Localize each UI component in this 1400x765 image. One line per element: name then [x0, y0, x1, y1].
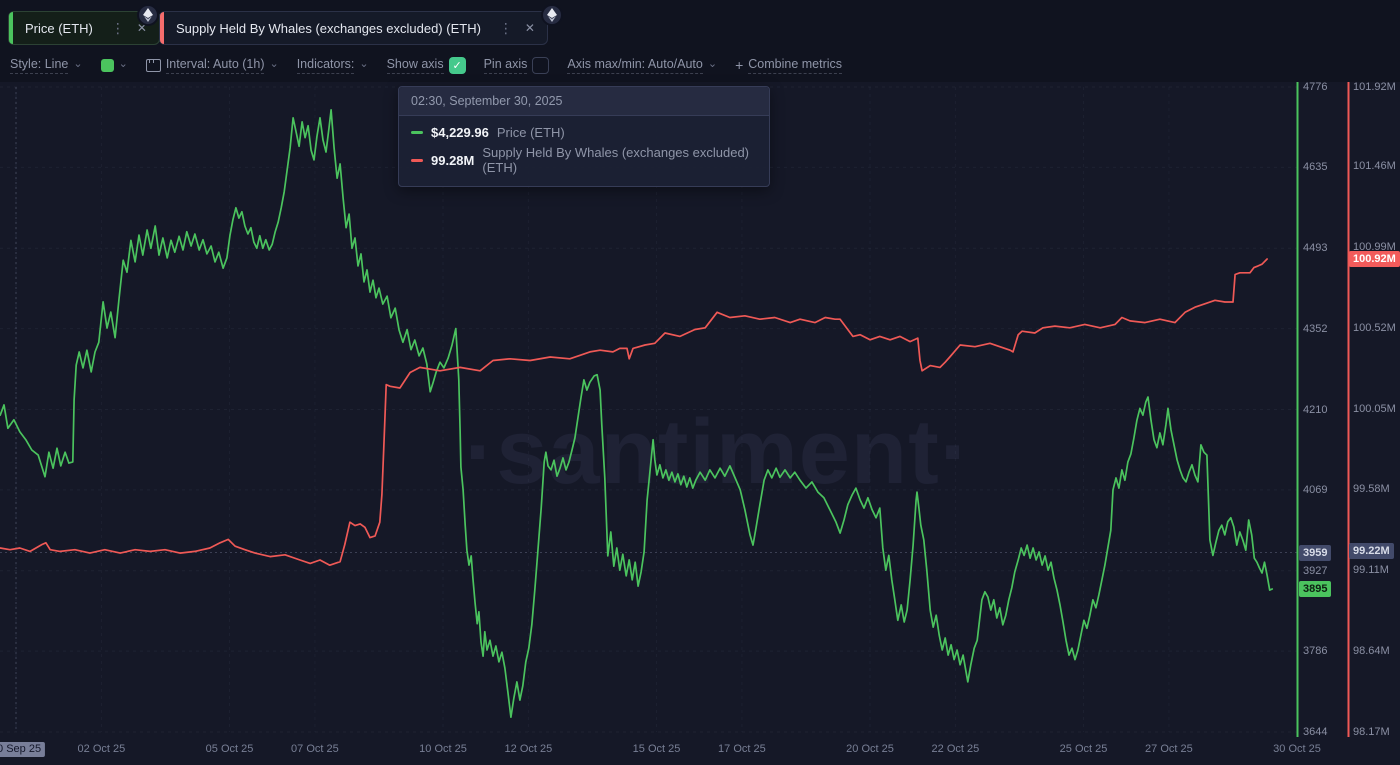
- color-swatch: [100, 58, 114, 72]
- x-axis-date-label: 20 Oct 25: [846, 743, 894, 755]
- chart-canvas[interactable]: ·santiment· 4776 4635 4493 4352 4210 4069 3927…: [0, 81, 1400, 765]
- price-series-line: [0, 108, 1274, 719]
- chart-toolbar: Style: Line ⌄ ⌄ Interval: Auto (1h) ⌄ In…: [0, 48, 1400, 82]
- supply-tick-label: 101.92M: [1353, 81, 1396, 93]
- x-axis-date-label: 02 Oct 25: [77, 743, 126, 755]
- eth-icon: [541, 4, 563, 26]
- hover-tooltip: 02:30, September 30, 2025 $4,229.96 Pric…: [398, 86, 770, 187]
- tab-price-accent: [9, 12, 13, 44]
- tab-supply-menu-icon[interactable]: ⋮: [498, 19, 513, 36]
- supply-tick-label: 100.52M: [1353, 321, 1396, 334]
- x-axis-date-label: 05 Oct 25: [205, 743, 254, 755]
- chevron-down-icon: ⌄: [359, 57, 369, 70]
- x-axis-crosshair-date-badge: 30 Sep 25: [0, 742, 46, 757]
- supply-tick-label: 100.05M: [1353, 402, 1396, 415]
- tab-price-menu-icon[interactable]: ⋮: [110, 19, 125, 36]
- chevron-down-icon: ⌄: [73, 57, 83, 70]
- tooltip-row-price: $4,229.96 Price (ETH): [411, 125, 757, 140]
- style-selector-label: Style: Line: [10, 57, 69, 74]
- supply-tick-label: 98.64M: [1353, 645, 1390, 658]
- tooltip-price-label: Price (ETH): [496, 125, 565, 140]
- show-axis-checkbox[interactable]: ✓: [448, 56, 466, 74]
- price-series-dash-icon: [411, 131, 423, 134]
- x-axis-date-label: 17 Oct 25: [718, 743, 766, 755]
- eth-icon: [137, 4, 159, 26]
- plus-icon: +: [735, 57, 744, 73]
- tooltip-row-supply: 99.28M Supply Held By Whales (exchanges …: [411, 145, 757, 175]
- price-current-badge: 3895: [1299, 580, 1332, 597]
- price-tick-label: 4352: [1303, 322, 1328, 335]
- supply-crosshair-badge: 99.22M: [1349, 543, 1394, 560]
- supply-tick-label: 100.99M: [1353, 240, 1396, 253]
- combine-metrics-label: Combine metrics: [748, 57, 843, 74]
- x-axis-date-label: 10 Oct 25: [419, 743, 467, 755]
- combine-metrics-button[interactable]: + Combine metrics: [735, 57, 843, 74]
- supply-tick-label: 101.46M: [1353, 160, 1396, 173]
- show-axis-label: Show axis: [386, 57, 444, 74]
- x-axis-date-label: 07 Oct 25: [291, 743, 339, 755]
- pin-axis-checkbox[interactable]: [532, 56, 550, 74]
- x-axis-date-label: 22 Oct 25: [931, 743, 980, 755]
- price-tick-label: 3786: [1303, 645, 1328, 658]
- pin-axis-toggle[interactable]: Pin axis: [483, 56, 550, 74]
- tab-price-close-icon[interactable]: ✕: [136, 21, 147, 35]
- tooltip-supply-value: 99.28M: [431, 152, 475, 168]
- supply-series-line: [0, 258, 1268, 567]
- style-selector[interactable]: Style: Line ⌄: [10, 57, 83, 74]
- show-axis-toggle[interactable]: Show axis ✓: [386, 56, 466, 74]
- tab-price-label: Price (ETH): [25, 20, 93, 36]
- price-tick-label: 4069: [1303, 483, 1328, 496]
- x-axis-date-label: 12 Oct 25: [504, 743, 553, 755]
- supply-series-dash-icon: [411, 158, 423, 162]
- supply-tick-label: 99.58M: [1353, 483, 1390, 496]
- price-tick-label: 4493: [1303, 242, 1328, 255]
- x-axis-date-label: 25 Oct 25: [1059, 743, 1108, 755]
- tooltip-supply-label: Supply Held By Whales (exchanges exclude…: [482, 145, 750, 175]
- tab-supply-label: Supply Held By Whales (exchanges exclude…: [176, 20, 481, 36]
- chart-plot: [0, 82, 1350, 737]
- tooltip-body: $4,229.96 Price (ETH) 99.28M Supply Held…: [399, 116, 769, 186]
- tooltip-timestamp: 02:30, September 30, 2025: [399, 87, 769, 116]
- interval-icon: [145, 58, 161, 72]
- x-axis-date-label: 15 Oct 25: [632, 743, 681, 755]
- supply-tick-label: 99.11M: [1353, 564, 1389, 577]
- indicators-selector[interactable]: Indicators: ⌄: [296, 57, 369, 74]
- x-axis-date-label: 30 Oct 25: [1273, 743, 1321, 755]
- metric-tabs-row: Price (ETH) ⋮ ✕ Supply Held By Whales (e…: [0, 0, 1400, 48]
- axis-maxmin-selector[interactable]: Axis max/min: Auto/Auto ⌄: [567, 57, 717, 74]
- axis-maxmin-label: Axis max/min: Auto/Auto: [567, 57, 703, 74]
- price-tick-label: 4635: [1303, 161, 1328, 174]
- x-axis-date-label: 27 Oct 25: [1145, 743, 1193, 755]
- tab-price-eth[interactable]: Price (ETH) ⋮ ✕: [8, 11, 160, 45]
- tooltip-price-value: $4,229.96: [431, 125, 489, 140]
- santiment-watermark: ·santiment·: [464, 401, 972, 503]
- price-tick-label: 4210: [1303, 403, 1328, 416]
- chevron-down-icon: ⌄: [118, 57, 128, 70]
- pin-axis-label: Pin axis: [483, 57, 528, 74]
- chevron-down-icon: ⌄: [707, 57, 718, 70]
- color-selector[interactable]: ⌄: [100, 57, 128, 72]
- indicators-selector-label: Indicators:: [296, 57, 355, 74]
- supply-tick-label: 98.17M: [1353, 726, 1390, 738]
- supply-current-badge: 100.92M: [1349, 251, 1400, 267]
- interval-selector[interactable]: Interval: Auto (1h) ⌄: [145, 57, 279, 74]
- tab-supply-close-icon[interactable]: ✕: [524, 21, 535, 35]
- interval-selector-label: Interval: Auto (1h): [165, 57, 265, 74]
- tab-supply-accent: [160, 12, 164, 44]
- check-icon: ✓: [452, 59, 462, 72]
- price-tick-label: 3644: [1303, 726, 1328, 738]
- chevron-down-icon: ⌄: [269, 57, 279, 70]
- price-tick-label: 3927: [1303, 564, 1328, 577]
- price-tick-label: 4776: [1303, 81, 1328, 93]
- price-crosshair-badge: 3959: [1299, 544, 1332, 561]
- tab-supply-whales[interactable]: Supply Held By Whales (exchanges exclude…: [159, 11, 548, 45]
